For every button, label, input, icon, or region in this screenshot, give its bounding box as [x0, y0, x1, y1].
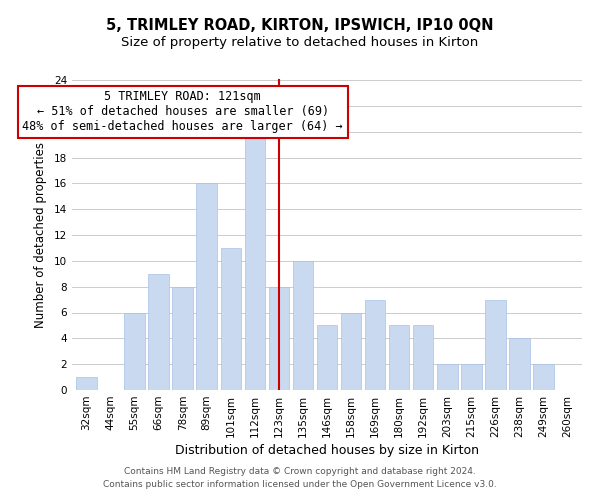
Bar	[269, 286, 289, 390]
Text: Contains public sector information licensed under the Open Government Licence v3: Contains public sector information licen…	[103, 480, 497, 489]
Bar	[76, 377, 97, 390]
Bar	[365, 300, 385, 390]
Bar	[245, 132, 265, 390]
Bar	[509, 338, 530, 390]
Bar	[437, 364, 458, 390]
Text: Contains HM Land Registry data © Crown copyright and database right 2024.: Contains HM Land Registry data © Crown c…	[124, 467, 476, 476]
Bar	[461, 364, 482, 390]
Bar	[485, 300, 506, 390]
Text: 5, TRIMLEY ROAD, KIRTON, IPSWICH, IP10 0QN: 5, TRIMLEY ROAD, KIRTON, IPSWICH, IP10 0…	[106, 18, 494, 32]
Bar	[172, 286, 193, 390]
Bar	[293, 261, 313, 390]
Bar	[413, 326, 433, 390]
Bar	[341, 312, 361, 390]
Text: 5 TRIMLEY ROAD: 121sqm
← 51% of detached houses are smaller (69)
48% of semi-det: 5 TRIMLEY ROAD: 121sqm ← 51% of detached…	[22, 90, 343, 134]
Text: Size of property relative to detached houses in Kirton: Size of property relative to detached ho…	[121, 36, 479, 49]
Bar	[317, 326, 337, 390]
Bar	[389, 326, 409, 390]
Bar	[221, 248, 241, 390]
X-axis label: Distribution of detached houses by size in Kirton: Distribution of detached houses by size …	[175, 444, 479, 457]
Bar	[196, 184, 217, 390]
Bar	[124, 312, 145, 390]
Bar	[148, 274, 169, 390]
Bar	[533, 364, 554, 390]
Y-axis label: Number of detached properties: Number of detached properties	[34, 142, 47, 328]
